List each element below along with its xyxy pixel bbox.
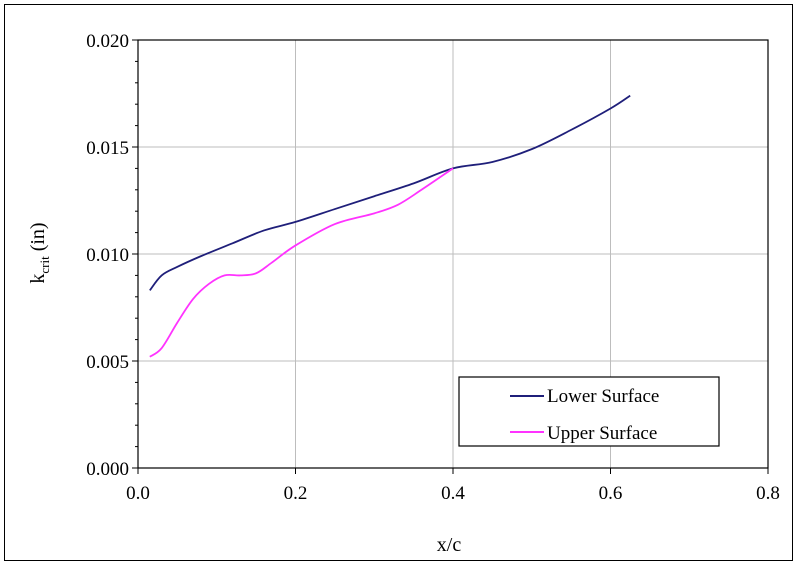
x-tick-label: 0.0 (126, 483, 150, 504)
tick-labels: 0.0 0.2 0.4 0.6 0.8 0.000 0.005 0.010 0.015 0.020 (86, 31, 780, 504)
x-tick-label: 0.6 (599, 483, 623, 504)
y-axis-title-unit: (in) (27, 222, 49, 256)
y-tick-label: 0.005 (86, 352, 129, 373)
legend-box (458, 376, 720, 447)
y-tick-label: 0.010 (86, 245, 129, 266)
y-axis-title-main: k (27, 274, 49, 284)
minor-ticks (132, 39, 769, 474)
x-tick-label: 0.8 (756, 483, 780, 504)
x-tick-label: 0.2 (284, 483, 308, 504)
y-axis-title-sub: crit (37, 256, 52, 274)
legend-label-lower-surface: Lower Surface (547, 386, 659, 407)
x-axis-title: x/c (437, 534, 462, 556)
y-tick-label: 0.020 (86, 31, 129, 52)
series-lines (149, 94, 631, 358)
y-tick-label: 0.015 (86, 138, 129, 159)
series-line-lower-surface (149, 94, 631, 291)
x-tick-label: 0.4 (441, 483, 465, 504)
grid (138, 40, 768, 468)
legend: Lower Surface Upper Surface (458, 376, 720, 447)
series-line-upper-surface (149, 167, 454, 358)
y-tick-label: 0.000 (86, 459, 129, 480)
plot-area-border (137, 39, 769, 469)
legend-label-upper-surface: Upper Surface (547, 423, 657, 444)
y-axis-title: kcrit (in) (27, 222, 52, 283)
